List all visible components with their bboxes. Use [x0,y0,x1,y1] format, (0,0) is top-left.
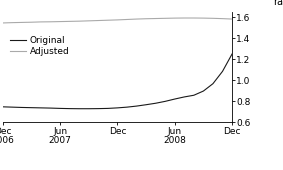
Original [221,70,224,72]
Adjusted [30,21,33,23]
Original [230,53,234,55]
Original [78,108,81,110]
Adjusted [68,20,71,22]
Original [106,107,110,109]
Original [87,108,91,110]
Adjusted [221,18,224,20]
Adjusted [106,19,110,21]
Adjusted [116,19,119,21]
Line: Original: Original [3,54,232,109]
Original [154,102,157,104]
Original [144,104,148,106]
Adjusted [230,18,234,20]
Adjusted [1,22,5,24]
Original [211,83,215,85]
Line: Adjusted: Adjusted [3,18,232,23]
Original [30,107,33,109]
Original [20,106,23,108]
Original [58,107,62,109]
Adjusted [173,17,177,19]
Original [125,106,129,108]
Adjusted [87,20,91,22]
Original [49,107,52,109]
Original [11,106,14,108]
Adjusted [192,17,196,19]
Original [116,107,119,109]
Adjusted [183,17,186,19]
Adjusted [39,21,43,23]
Adjusted [144,18,148,20]
Y-axis label: ratio: ratio [273,0,283,7]
Adjusted [20,21,23,23]
Adjusted [125,19,129,21]
Adjusted [135,18,138,20]
Original [135,105,138,107]
Original [1,106,5,108]
Adjusted [58,21,62,23]
Original [39,107,43,109]
Adjusted [164,17,167,19]
Adjusted [97,20,100,22]
Legend: Original, Adjusted: Original, Adjusted [10,36,69,56]
Original [173,98,177,100]
Original [192,94,196,96]
Original [202,90,205,92]
Adjusted [154,18,157,20]
Adjusted [49,21,52,23]
Original [183,96,186,98]
Adjusted [211,17,215,19]
Adjusted [78,20,81,22]
Adjusted [202,17,205,19]
Original [68,108,71,110]
Adjusted [11,22,14,24]
Original [97,108,100,110]
Original [164,100,167,102]
